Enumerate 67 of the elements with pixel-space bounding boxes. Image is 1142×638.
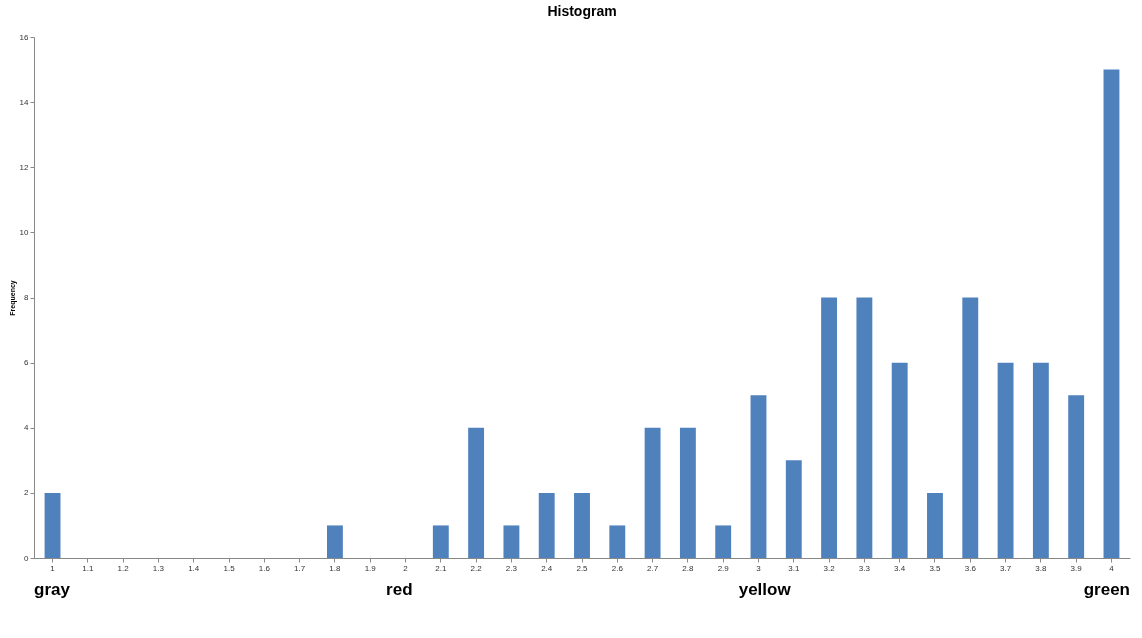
x-tick-label: 4: [1109, 563, 1115, 573]
x-tick-label: 2.4: [541, 563, 553, 573]
x-tick-label: 3.5: [929, 563, 942, 573]
text: yellow: [738, 580, 792, 599]
x-tick-label: 1.5: [223, 563, 236, 573]
x-tick-label: 1.2: [117, 563, 130, 573]
x-tick-label: 2.5: [576, 563, 589, 573]
x-tick-label: 1.6: [258, 563, 271, 573]
bar: [785, 460, 802, 558]
bar: [609, 525, 626, 558]
y-tick-label: 16: [19, 32, 30, 42]
bar: [962, 297, 979, 558]
x-tick-label: 2.9: [717, 563, 730, 573]
x-tick-label: 2.8: [682, 563, 694, 573]
x-tick-label: 2.1: [435, 563, 447, 573]
y-tick-label: 10: [19, 227, 30, 237]
x-tick-label: 3.4: [894, 563, 906, 573]
bar: [715, 525, 732, 558]
x-tick-label: 3.9: [1070, 563, 1083, 573]
bar: [856, 297, 873, 558]
y-tick-label: 0: [24, 553, 30, 563]
text: red: [386, 580, 413, 599]
x-tick-label: 3.7: [1000, 563, 1012, 573]
y-tick-label: 6: [24, 358, 30, 368]
y-tick-label: 4: [24, 423, 30, 433]
x-tick-label: 1.4: [188, 563, 200, 573]
x-tick-label: 3.3: [858, 563, 871, 573]
x-tick-label: 3.6: [964, 563, 977, 573]
text: gray: [34, 580, 71, 599]
x-tick-label: 3.1: [788, 563, 800, 573]
bar: [679, 427, 696, 558]
bar: [1103, 69, 1120, 558]
y-tick-label: 8: [24, 293, 30, 302]
bar: [503, 525, 520, 558]
text: green: [1083, 580, 1130, 599]
bar: [326, 525, 343, 558]
x-tick-label: 2: [403, 563, 409, 573]
bar: [927, 492, 943, 558]
bar: [891, 362, 908, 558]
y-tick-label: 12: [19, 162, 30, 172]
y-tick-label: 14: [19, 97, 30, 107]
bar: [1068, 395, 1085, 558]
x-tick-label: 1.3: [152, 563, 165, 573]
x-tick-label: 1: [50, 563, 56, 573]
x-tick-label: 3.2: [823, 563, 836, 573]
bar: [468, 427, 485, 558]
x-tick-label: 2.2: [470, 563, 483, 573]
bar: [821, 297, 838, 558]
bar: [432, 525, 449, 558]
bar: [1032, 362, 1049, 558]
x-tick-label: 2.7: [647, 563, 659, 573]
bar: [44, 492, 61, 558]
x-tick-label: 2.6: [611, 563, 624, 573]
x-tick-label: 1.1: [82, 563, 94, 573]
bar: [644, 427, 661, 558]
x-tick-label: 1.8: [329, 563, 342, 573]
bar: [750, 395, 767, 558]
x-tick-label: 3: [756, 563, 762, 573]
bar: [574, 492, 590, 558]
bar: [997, 362, 1014, 558]
x-tick-label: 2.3: [505, 563, 518, 573]
bar: [538, 492, 555, 558]
chart-title: Histogram: [547, 3, 617, 19]
y-tick-label: 2: [24, 488, 30, 498]
x-tick-label: 1.9: [364, 563, 377, 573]
x-tick-label: 3.8: [1035, 563, 1047, 573]
x-tick-label: 1.7: [294, 563, 306, 573]
